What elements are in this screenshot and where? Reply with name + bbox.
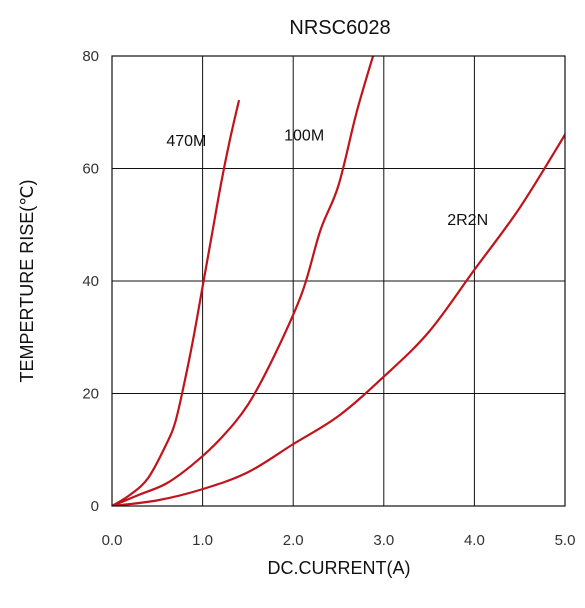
y-axis-label: TEMPERTURE RISE(℃) <box>17 180 37 383</box>
y-tick-label: 0 <box>91 498 99 515</box>
y-tick-label: 40 <box>82 273 99 290</box>
x-tick-label: 0.0 <box>102 532 123 549</box>
y-tick-label: 20 <box>82 386 99 403</box>
plot-frame <box>111 55 566 507</box>
y-tick-label: 60 <box>82 161 99 178</box>
series-label-2r2n: 2R2N <box>447 212 488 229</box>
series-curve-470m <box>112 99 240 506</box>
y-tick-label: 80 <box>82 48 99 65</box>
series-curve-2r2n <box>112 133 565 506</box>
x-tick-label: 1.0 <box>192 532 213 549</box>
x-tick-label: 3.0 <box>373 532 394 549</box>
x-tick-label: 2.0 <box>283 532 304 549</box>
series-curve-100m <box>112 56 375 506</box>
chart-title: NRSC6028 <box>289 17 390 39</box>
series-annotations: 470M 100M 2R2N <box>166 127 488 228</box>
x-tick-label: 5.0 <box>555 532 576 549</box>
x-tick-label: 4.0 <box>464 532 485 549</box>
series-label-470m: 470M <box>166 133 206 150</box>
x-tick-labels: 0.0 1.0 2.0 3.0 4.0 5.0 <box>102 532 576 549</box>
x-axis-label: DC.CURRENT(A) <box>268 558 411 578</box>
grid-layer <box>112 56 565 506</box>
series-curves <box>112 56 565 506</box>
y-tick-labels: 0 20 40 60 80 <box>82 48 99 515</box>
series-label-100m: 100M <box>284 127 324 144</box>
